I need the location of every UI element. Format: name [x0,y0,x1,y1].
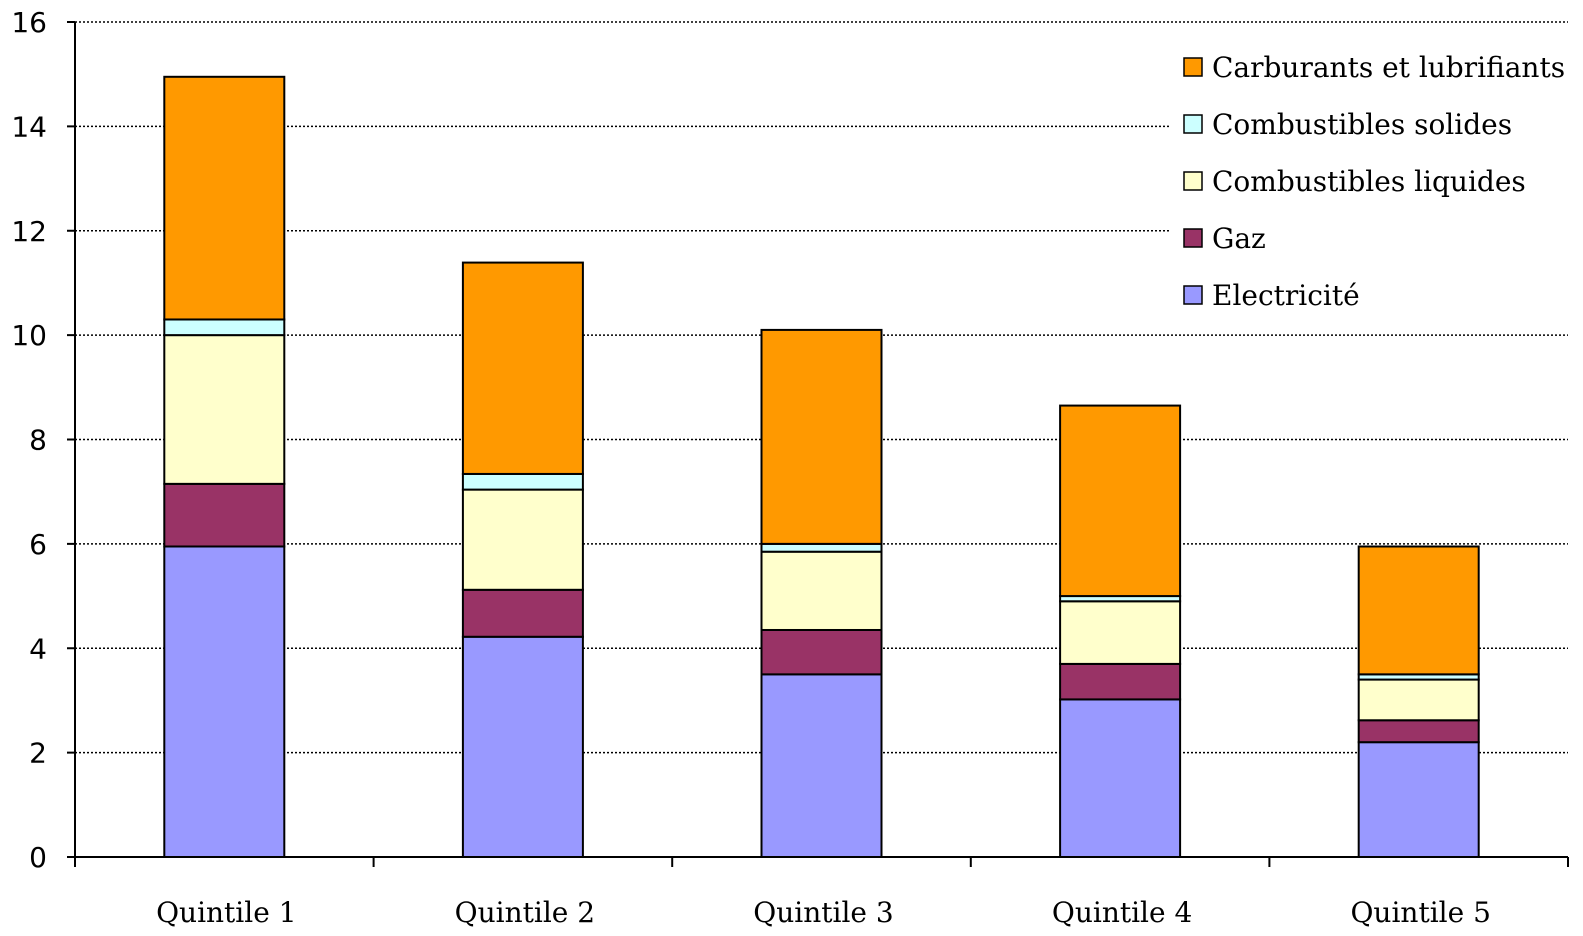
legend-swatch-combustibles-solides [1183,114,1203,134]
bar-gaz-quintile-4 [1059,662,1182,701]
bar-combustibles-liquides-quintile-1 [163,334,286,485]
y-tick-label: 16 [11,6,47,39]
bar-gaz-quintile-5 [1357,719,1480,744]
y-tick-label: 2 [29,737,47,770]
y-tick-label: 4 [29,632,47,665]
legend-label-gaz: Gaz [1212,222,1266,255]
legend-swatch-carburants-et-lubrifiants [1183,57,1203,77]
legend-swatch-combustibles-liquides [1183,171,1203,191]
bar-combustibles-liquides-quintile-3 [760,550,883,631]
x-tick-label: Quintile 4 [1052,896,1192,929]
legend-swatch-electricite [1183,285,1203,305]
y-tick-label: 12 [11,215,47,248]
y-tick-label: 0 [29,841,47,874]
bar-carburants-et-lubrifiants-quintile-1 [163,75,286,321]
legend-label-carburants-et-lubrifiants: Carburants et lubrifiants [1212,51,1565,84]
bar-gaz-quintile-2 [461,588,584,638]
y-tick-label: 8 [29,424,47,457]
legend-background [1170,40,1583,320]
bar-combustibles-liquides-quintile-5 [1357,678,1480,722]
bar-carburants-et-lubrifiants-quintile-3 [760,328,883,545]
x-tick-label: Quintile 1 [156,896,296,929]
bar-combustibles-solides-quintile-2 [461,472,584,491]
y-tick-labels: 0 2 4 6 8 10 12 14 16 [11,6,47,874]
bar-electricite-quintile-5 [1357,741,1480,858]
bar-electricite-quintile-3 [760,673,883,858]
y-tick-label: 6 [29,528,47,561]
y-tick-label: 14 [11,110,47,143]
x-tick-label: Quintile 2 [455,896,595,929]
bar-combustibles-solides-quintile-1 [163,318,286,337]
bar-gaz-quintile-1 [163,482,286,548]
bar-gaz-quintile-3 [760,628,883,676]
bar-combustibles-liquides-quintile-2 [461,488,584,591]
x-tick-label: Quintile 3 [753,896,893,929]
bar-electricite-quintile-2 [461,635,584,858]
x-tick-labels: Quintile 1 Quintile 2 Quintile 3 Quintile 4… [156,896,1491,929]
axes [67,21,1569,867]
bar-carburants-et-lubrifiants-quintile-2 [461,261,584,475]
bar-carburants-et-lubrifiants-quintile-4 [1059,404,1182,598]
legend-label-combustibles-liquides: Combustibles liquides [1212,165,1526,198]
legend: Carburants et lubrifiants Combustibles so… [1170,40,1583,320]
legend-label-electricite: Electricité [1212,279,1360,312]
y-tick-label: 10 [11,319,47,352]
legend-swatch-gaz [1183,228,1203,248]
bar-combustibles-solides-quintile-3 [760,542,883,553]
bar-carburants-et-lubrifiants-quintile-5 [1357,545,1480,676]
bar-combustibles-liquides-quintile-4 [1059,600,1182,665]
bars [163,75,1480,858]
bar-electricite-quintile-1 [163,545,286,858]
legend-label-combustibles-solides: Combustibles solides [1212,108,1512,141]
x-tick-label: Quintile 5 [1350,896,1490,929]
bar-electricite-quintile-4 [1059,698,1182,858]
